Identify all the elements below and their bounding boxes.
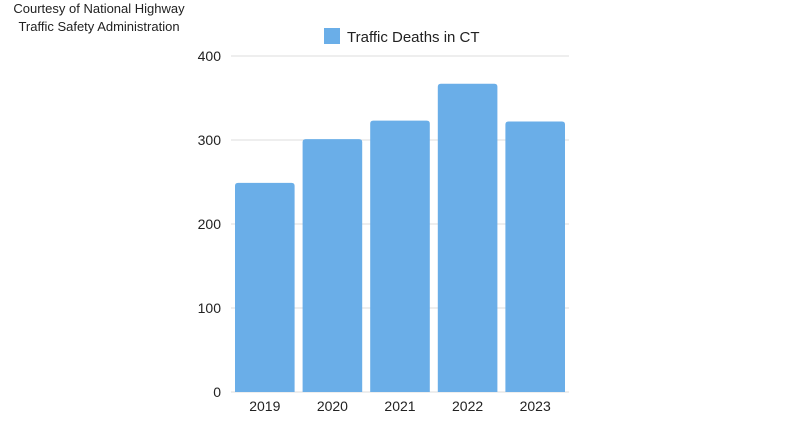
legend: Traffic Deaths in CT	[324, 28, 480, 46]
y-axis-ticks: 0 100 200 300 400	[198, 48, 222, 400]
bar	[370, 120, 430, 393]
x-tick-label: 2019	[249, 398, 280, 414]
x-axis-ticks: 2019 2020 2021 2022 2023	[249, 398, 551, 414]
legend-swatch	[324, 28, 340, 44]
x-tick-label: 2021	[384, 398, 415, 414]
bar	[302, 139, 363, 392]
legend-label: Traffic Deaths in CT	[347, 29, 480, 46]
bars	[235, 83, 565, 393]
source-credit-line-1: Courtesy of National Highway	[13, 1, 185, 16]
y-tick-label: 0	[213, 384, 221, 400]
y-tick-label: 100	[198, 300, 222, 316]
x-tick-label: 2023	[520, 398, 551, 414]
source-credit-line-2: Traffic Safety Administration	[18, 19, 180, 34]
bar	[235, 182, 295, 392]
x-tick-label: 2022	[452, 398, 483, 414]
bar	[437, 83, 498, 392]
y-tick-label: 400	[198, 48, 222, 64]
y-tick-label: 200	[198, 216, 222, 232]
y-tick-label: 300	[198, 132, 222, 148]
source-credit: Courtesy of National Highway Traffic Saf…	[4, 0, 194, 36]
bar	[505, 121, 565, 393]
x-tick-label: 2020	[317, 398, 348, 414]
